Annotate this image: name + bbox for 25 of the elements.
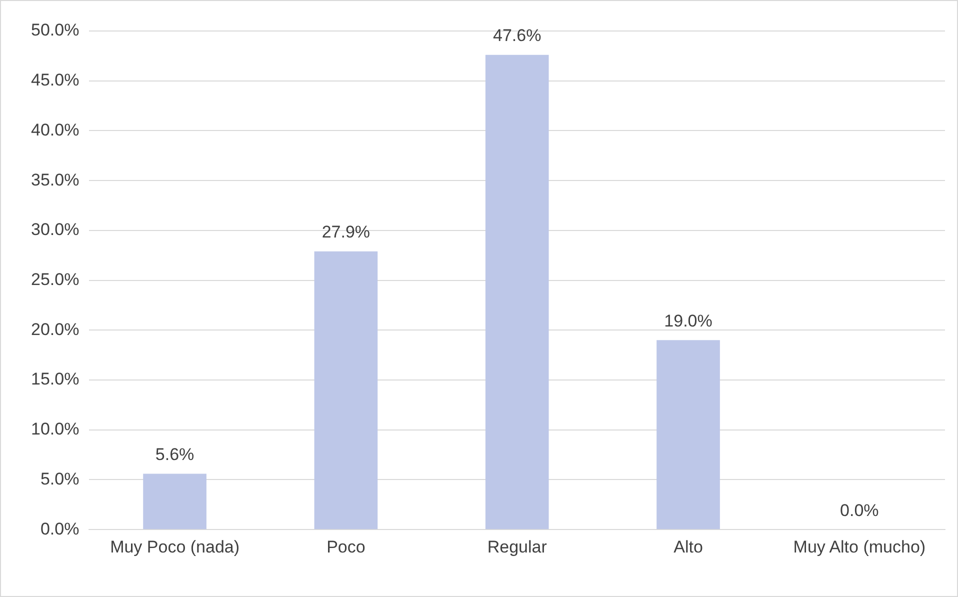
y-tick-label: 0.0% bbox=[40, 519, 80, 538]
y-tick-label: 30.0% bbox=[31, 220, 80, 240]
y-tick-label: 5.0% bbox=[40, 469, 80, 488]
y-tick-label: 35.0% bbox=[31, 170, 80, 190]
y-tick-label: 20.0% bbox=[31, 320, 80, 339]
y-tick-label: 50.0% bbox=[31, 20, 80, 40]
data-label: 5.6% bbox=[155, 444, 194, 464]
x-tick-label: Poco bbox=[326, 537, 366, 556]
y-tick-label: 15.0% bbox=[31, 370, 80, 389]
x-tick-label: Muy Poco (nada) bbox=[110, 537, 240, 556]
bar bbox=[485, 54, 549, 530]
x-tick-label: Muy Alto (mucho) bbox=[793, 537, 926, 556]
data-label: 27.9% bbox=[322, 222, 370, 242]
y-tick-label: 45.0% bbox=[31, 70, 80, 90]
bar bbox=[656, 340, 720, 530]
x-tick-label: Regular bbox=[487, 537, 548, 556]
bar bbox=[143, 474, 206, 530]
y-tick-label: 40.0% bbox=[31, 120, 80, 140]
data-label: 47.6% bbox=[493, 26, 542, 46]
x-tick-label: Alto bbox=[674, 537, 703, 556]
data-label: 0.0% bbox=[840, 500, 879, 520]
data-label: 19.0% bbox=[664, 311, 712, 330]
y-tick-label: 10.0% bbox=[31, 420, 80, 439]
y-tick-label: 25.0% bbox=[31, 270, 80, 289]
bar bbox=[314, 251, 378, 530]
